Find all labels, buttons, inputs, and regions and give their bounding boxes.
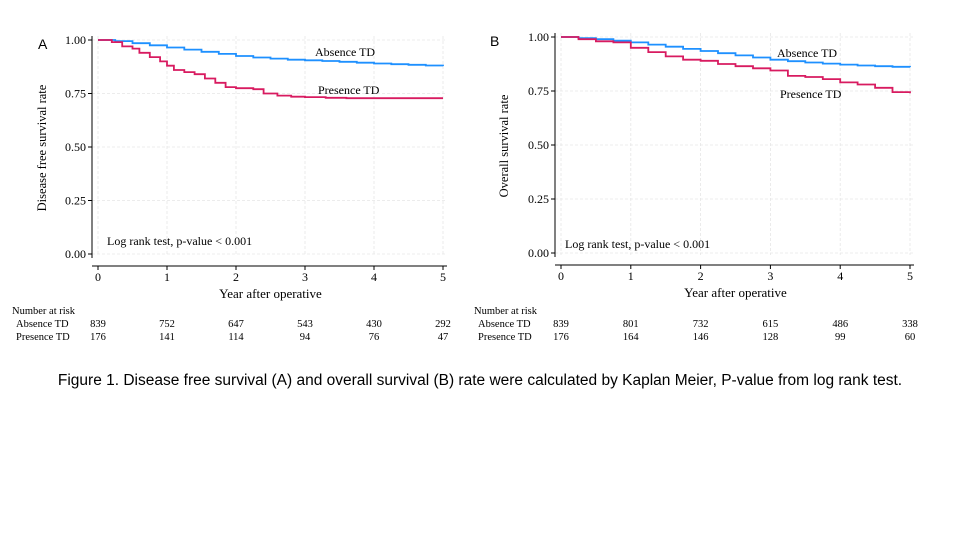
risk-table-value: 647 bbox=[228, 319, 244, 330]
x-tick-label: 5 bbox=[907, 269, 913, 283]
risk-table-value: 176 bbox=[90, 332, 106, 343]
risk-table-value: 146 bbox=[693, 332, 709, 343]
x-tick-label: 5 bbox=[440, 270, 446, 284]
x-tick-label: 2 bbox=[698, 269, 704, 283]
chart-panel-b: 0.00 0.25 0.50 0.75 1.00 0 1 2 3 4 5 Year after ope… bbox=[474, 30, 918, 343]
risk-table-value: 839 bbox=[90, 319, 106, 330]
series-label-presence: Presence TD bbox=[780, 87, 842, 101]
series-absence-curve bbox=[561, 36, 911, 68]
series-absence-curve bbox=[98, 39, 444, 67]
y-tick-label: 0.25 bbox=[65, 194, 86, 208]
y-tick-label: 0.50 bbox=[65, 140, 86, 154]
y-axis-title: Overall survival rate bbox=[497, 94, 511, 197]
risk-table-value: 94 bbox=[300, 332, 311, 343]
y-tick-label: 0.25 bbox=[528, 192, 549, 206]
logrank-annotation: Log rank test, p-value < 0.001 bbox=[565, 237, 710, 251]
risk-table-value: 839 bbox=[553, 319, 569, 330]
logrank-annotation: Log rank test, p-value < 0.001 bbox=[107, 234, 252, 248]
x-axis-title: Year after operative bbox=[684, 285, 787, 300]
series-presence-curve bbox=[561, 36, 911, 94]
series-presence-curve bbox=[98, 39, 443, 100]
risk-table-value: 292 bbox=[435, 319, 451, 330]
x-tick-label: 0 bbox=[95, 270, 101, 284]
risk-table-title: Number at risk bbox=[474, 306, 538, 317]
risk-table-value: 76 bbox=[369, 332, 380, 343]
risk-table-value: 338 bbox=[902, 319, 918, 330]
chart-panel-a: 0.00 0.25 0.50 0.75 1.00 0 1 2 3 4 5 Year after ope… bbox=[12, 33, 451, 343]
risk-table-value: 99 bbox=[835, 332, 846, 343]
y-tick-label: 1.00 bbox=[65, 33, 86, 47]
risk-table-title: Number at risk bbox=[12, 306, 76, 317]
risk-table-value: 114 bbox=[228, 332, 244, 343]
risk-table-value: 47 bbox=[438, 332, 449, 343]
risk-table-value: 141 bbox=[159, 332, 175, 343]
risk-table-row-label: Absence TD bbox=[16, 319, 69, 330]
x-tick-label: 4 bbox=[837, 269, 843, 283]
risk-table-value: 176 bbox=[553, 332, 569, 343]
x-tick-label: 4 bbox=[371, 270, 377, 284]
risk-table-value: 486 bbox=[832, 319, 848, 330]
y-tick-label: 1.00 bbox=[528, 30, 549, 44]
risk-table-value: 752 bbox=[159, 319, 175, 330]
panel-label: B bbox=[490, 33, 499, 49]
y-tick-label: 0.75 bbox=[528, 84, 549, 98]
y-tick-label: 0.00 bbox=[65, 247, 86, 261]
risk-table-value: 801 bbox=[623, 319, 639, 330]
x-tick-label: 2 bbox=[233, 270, 239, 284]
figure-plots: 0.00 0.25 0.50 0.75 1.00 0 1 2 3 4 5 Year after ope… bbox=[12, 30, 918, 343]
series-label-absence: Absence TD bbox=[315, 45, 375, 59]
figure-caption: Figure 1. Disease free survival (A) and … bbox=[57, 372, 903, 389]
y-tick-label: 0.75 bbox=[65, 87, 86, 101]
risk-table-value: 60 bbox=[905, 332, 916, 343]
risk-table-row-label: Presence TD bbox=[478, 332, 532, 343]
y-tick-label: 0.00 bbox=[528, 246, 549, 260]
x-tick-label: 0 bbox=[558, 269, 564, 283]
x-tick-label: 3 bbox=[767, 269, 773, 283]
risk-table-value: 128 bbox=[763, 332, 779, 343]
risk-table-value: 543 bbox=[297, 319, 313, 330]
risk-table-value: 430 bbox=[366, 319, 382, 330]
risk-table-value: 164 bbox=[623, 332, 640, 343]
series-label-presence: Presence TD bbox=[318, 83, 380, 97]
x-tick-label: 1 bbox=[628, 269, 634, 283]
risk-table-value: 615 bbox=[763, 319, 779, 330]
risk-table-row-label: Presence TD bbox=[16, 332, 70, 343]
y-axis-title: Disease free survival rate bbox=[35, 84, 49, 211]
series-label-absence: Absence TD bbox=[777, 46, 837, 60]
panel-label: A bbox=[38, 36, 48, 52]
x-tick-label: 3 bbox=[302, 270, 308, 284]
y-tick-label: 0.50 bbox=[528, 138, 549, 152]
x-axis-title: Year after operative bbox=[219, 286, 322, 301]
risk-table-row-label: Absence TD bbox=[478, 319, 531, 330]
x-tick-label: 1 bbox=[164, 270, 170, 284]
risk-table-value: 732 bbox=[693, 319, 709, 330]
